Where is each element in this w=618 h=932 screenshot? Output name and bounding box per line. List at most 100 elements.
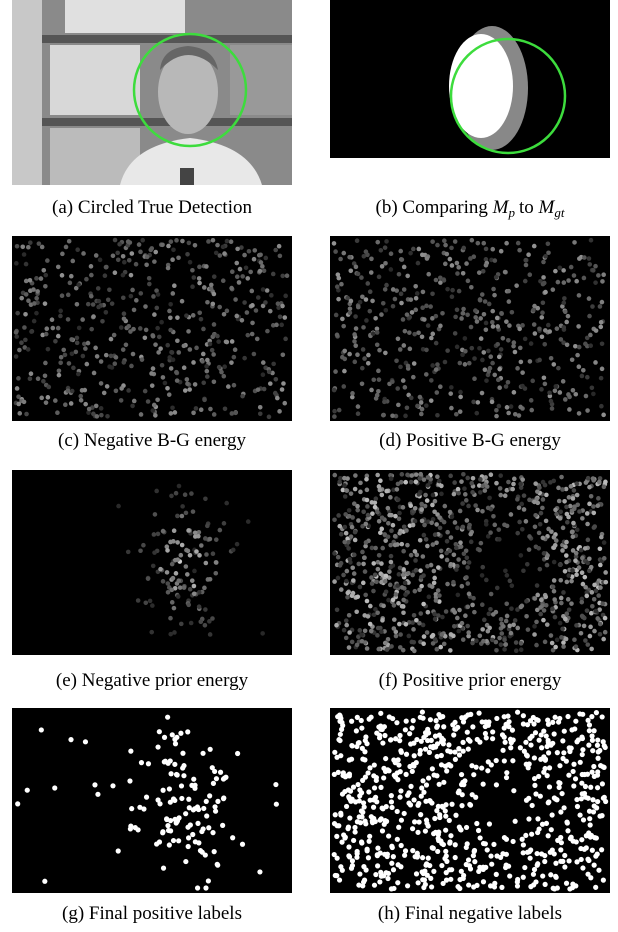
dot	[374, 778, 379, 783]
dot	[462, 551, 467, 556]
dot	[393, 543, 398, 548]
dot	[495, 316, 500, 321]
dot	[43, 284, 48, 289]
dot	[167, 355, 172, 360]
dot	[540, 310, 545, 315]
dot	[89, 294, 94, 299]
dot	[141, 806, 146, 811]
dot	[569, 265, 574, 270]
dot	[234, 314, 239, 319]
dot	[441, 780, 446, 785]
dot	[199, 543, 204, 548]
dot	[53, 398, 58, 403]
dot	[176, 350, 181, 355]
dot	[456, 491, 461, 496]
dot	[472, 848, 477, 853]
dot	[364, 540, 369, 545]
dot	[482, 618, 487, 623]
dot	[411, 797, 416, 802]
dot	[463, 492, 468, 497]
dot	[587, 314, 592, 319]
dot	[362, 749, 367, 754]
dot	[138, 250, 143, 255]
dot	[380, 618, 385, 623]
dot	[148, 248, 153, 253]
dot	[337, 408, 342, 413]
dot	[418, 538, 423, 543]
dot	[432, 576, 437, 581]
dot	[448, 749, 453, 754]
dot	[24, 292, 29, 297]
dot	[130, 251, 135, 256]
dot	[410, 848, 415, 853]
dot	[60, 293, 65, 298]
dot	[465, 518, 470, 523]
dot	[456, 265, 461, 270]
dot	[504, 384, 509, 389]
dot	[276, 305, 281, 310]
dot	[553, 543, 558, 548]
dot	[543, 882, 548, 887]
dot	[156, 532, 161, 537]
dot	[399, 480, 404, 485]
dot	[525, 562, 530, 567]
dot	[405, 312, 410, 317]
dot	[398, 795, 403, 800]
dot	[510, 583, 515, 588]
dot	[503, 740, 508, 745]
dot	[543, 382, 548, 387]
dot	[188, 260, 193, 265]
dot	[353, 343, 358, 348]
dot	[552, 578, 557, 583]
dot	[127, 258, 132, 263]
dot	[41, 268, 46, 273]
dot	[402, 853, 407, 858]
dot	[452, 552, 457, 557]
dot	[553, 389, 558, 394]
dot	[419, 400, 424, 405]
dot	[161, 866, 166, 871]
dot	[557, 716, 562, 721]
dot	[95, 414, 100, 419]
dot	[516, 241, 521, 246]
caption: (h) Final negative labels	[378, 903, 562, 924]
dot	[208, 577, 213, 582]
dot	[491, 842, 496, 847]
dot	[215, 799, 220, 804]
dot	[558, 809, 563, 814]
dot	[499, 347, 504, 352]
dot	[151, 408, 156, 413]
dot	[577, 293, 582, 298]
dot	[397, 272, 402, 277]
dot	[483, 299, 488, 304]
dot	[378, 724, 383, 729]
dot	[412, 753, 417, 758]
dot	[439, 549, 444, 554]
dot	[544, 603, 549, 608]
dot	[582, 276, 587, 281]
dot	[600, 781, 605, 786]
dot	[338, 713, 343, 718]
dot	[490, 361, 495, 366]
dot	[184, 511, 189, 516]
dot	[564, 611, 569, 616]
dot	[392, 603, 397, 608]
dot	[587, 296, 592, 301]
dot	[348, 560, 353, 565]
dot	[185, 572, 190, 577]
dot	[372, 762, 377, 767]
dot	[174, 491, 179, 496]
dot	[367, 765, 372, 770]
dot	[509, 404, 514, 409]
dot	[396, 497, 401, 502]
dot	[542, 859, 547, 864]
dot	[363, 819, 368, 824]
dot	[380, 740, 385, 745]
dot	[39, 276, 44, 281]
dot	[78, 394, 83, 399]
dot	[544, 519, 549, 524]
dot	[203, 607, 208, 612]
dot	[126, 388, 131, 393]
dot	[368, 289, 373, 294]
dot	[467, 802, 472, 807]
